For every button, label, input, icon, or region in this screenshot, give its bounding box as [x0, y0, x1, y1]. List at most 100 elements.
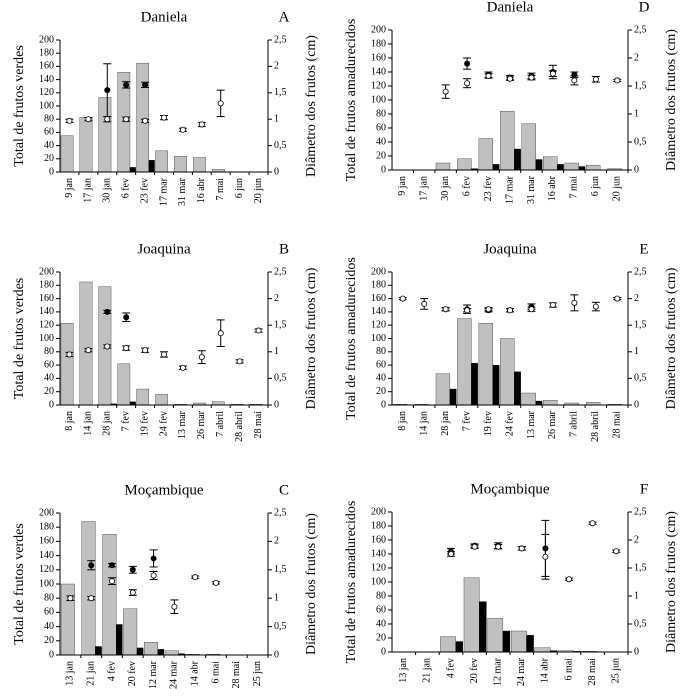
x-tick-label: 6 mai — [210, 661, 221, 684]
diameter-point — [217, 100, 224, 107]
diameter-point — [613, 548, 620, 555]
x-tick-label: 16 abr — [196, 177, 207, 203]
x-tick-label: 20 jun — [253, 178, 264, 203]
y-tick-label: 180 — [371, 280, 386, 291]
y2-tick-label: 2 — [274, 536, 279, 547]
y-tick-label: 160 — [371, 293, 386, 304]
bar — [543, 156, 558, 171]
bar — [164, 650, 179, 656]
bar — [471, 362, 478, 406]
diameter-point — [88, 595, 95, 602]
bar — [136, 62, 150, 173]
bar — [455, 641, 463, 653]
y2-tick-label: 0 — [634, 164, 639, 175]
x-tick-label: 13 mar — [526, 410, 537, 439]
y2-tick-label: 1 — [274, 592, 279, 603]
x-tick-label: 7 fev — [461, 411, 472, 431]
y-tick-label: 200 — [39, 34, 54, 45]
diameter-point — [160, 351, 167, 358]
bar — [155, 394, 168, 406]
bar — [457, 318, 472, 406]
y-tick-label: 160 — [39, 293, 54, 304]
y2-tick-label: 0 — [274, 166, 279, 177]
diameter-point — [528, 306, 535, 313]
diameter-point — [518, 545, 525, 552]
x-tick-label: 28 mai — [612, 411, 623, 439]
x-tick-label: 4 fev — [445, 658, 456, 678]
x-tick-label: 13 mar — [177, 410, 188, 439]
chart-title: Joaquina — [483, 241, 537, 257]
y2-tick-label: 2 — [634, 534, 639, 545]
y2-tick-label: 2 — [274, 61, 279, 72]
diameter-point — [236, 358, 243, 365]
x-tick-label: 6 jun — [234, 178, 245, 198]
diameter-point — [528, 74, 535, 81]
diameter-point — [421, 300, 428, 307]
y-tick-label: 100 — [39, 333, 54, 344]
y-tick-label: 120 — [39, 319, 54, 330]
y-tick-label: 140 — [371, 306, 386, 317]
chart-title: Daniela — [487, 0, 534, 15]
y-tick-label: 80 — [44, 592, 54, 603]
x-tick-label: 14 jan — [83, 411, 94, 436]
panel-label: C — [279, 482, 289, 498]
diameter-point — [179, 364, 186, 371]
diameter-point — [464, 80, 471, 87]
y2-tick-label: 0 — [634, 646, 639, 657]
diameter-point — [592, 303, 599, 310]
x-tick-label: 23 fev — [139, 178, 150, 203]
diameter-point — [464, 60, 471, 67]
y2-tick-label: 2,5 — [274, 507, 287, 518]
diameter-point — [142, 81, 149, 88]
y-tick-label: 180 — [39, 280, 54, 291]
x-tick-label: 24 fev — [504, 411, 515, 436]
diameter-point — [589, 520, 596, 527]
bar — [155, 150, 168, 173]
x-tick-label: 20 jun — [612, 176, 623, 201]
panel-label: A — [279, 9, 290, 25]
diameter-point — [85, 116, 92, 123]
x-tick-label: 28 abril — [234, 411, 245, 442]
bar — [578, 166, 586, 171]
bar — [129, 167, 136, 173]
x-tick-label: 13 jan — [398, 658, 409, 683]
y2-tick-label: 1,5 — [274, 564, 287, 575]
y-tick-label: 100 — [371, 94, 386, 105]
diameter-point — [614, 77, 621, 84]
x-tick-label: 28 mai — [587, 658, 598, 686]
diameter-point — [150, 555, 157, 562]
bar — [79, 281, 93, 406]
y2-tick-label: 2,5 — [274, 34, 287, 45]
y-tick-label: 120 — [371, 80, 386, 91]
y-tick-label: 140 — [39, 74, 54, 85]
x-tick-label: 6 fev — [461, 176, 472, 196]
diameter-point — [129, 566, 136, 573]
x-tick-label: 7 abril — [569, 411, 580, 437]
diameter-point — [542, 553, 549, 560]
y-tick-label: 60 — [44, 127, 54, 138]
x-tick-label: 28 abril — [590, 411, 601, 442]
bar — [95, 646, 102, 656]
y2-tick-label: 0 — [634, 399, 639, 410]
y2-tick-label: 1 — [274, 346, 279, 357]
y-tick-label: 100 — [371, 576, 386, 587]
y-tick-label: 0 — [49, 166, 54, 177]
x-tick-label: 6 mai — [563, 658, 574, 681]
diameter-point — [442, 306, 449, 313]
y-axis-label: Total de frutos amadurecidos — [344, 501, 359, 664]
y2-tick-label: 1,5 — [634, 562, 647, 573]
diameter-point — [571, 77, 578, 84]
y-tick-label: 140 — [39, 306, 54, 317]
y-tick-label: 20 — [44, 386, 54, 397]
diameter-point — [142, 117, 149, 124]
y-tick-label: 20 — [376, 632, 386, 643]
x-tick-label: 19 fev — [139, 411, 150, 436]
bar — [449, 388, 457, 406]
bar — [500, 111, 515, 171]
y2-tick-label: 0 — [274, 649, 279, 660]
y2-tick-label: 1,5 — [634, 319, 647, 330]
y2-tick-label: 2 — [634, 52, 639, 63]
bar — [136, 388, 150, 406]
bar — [457, 158, 472, 171]
